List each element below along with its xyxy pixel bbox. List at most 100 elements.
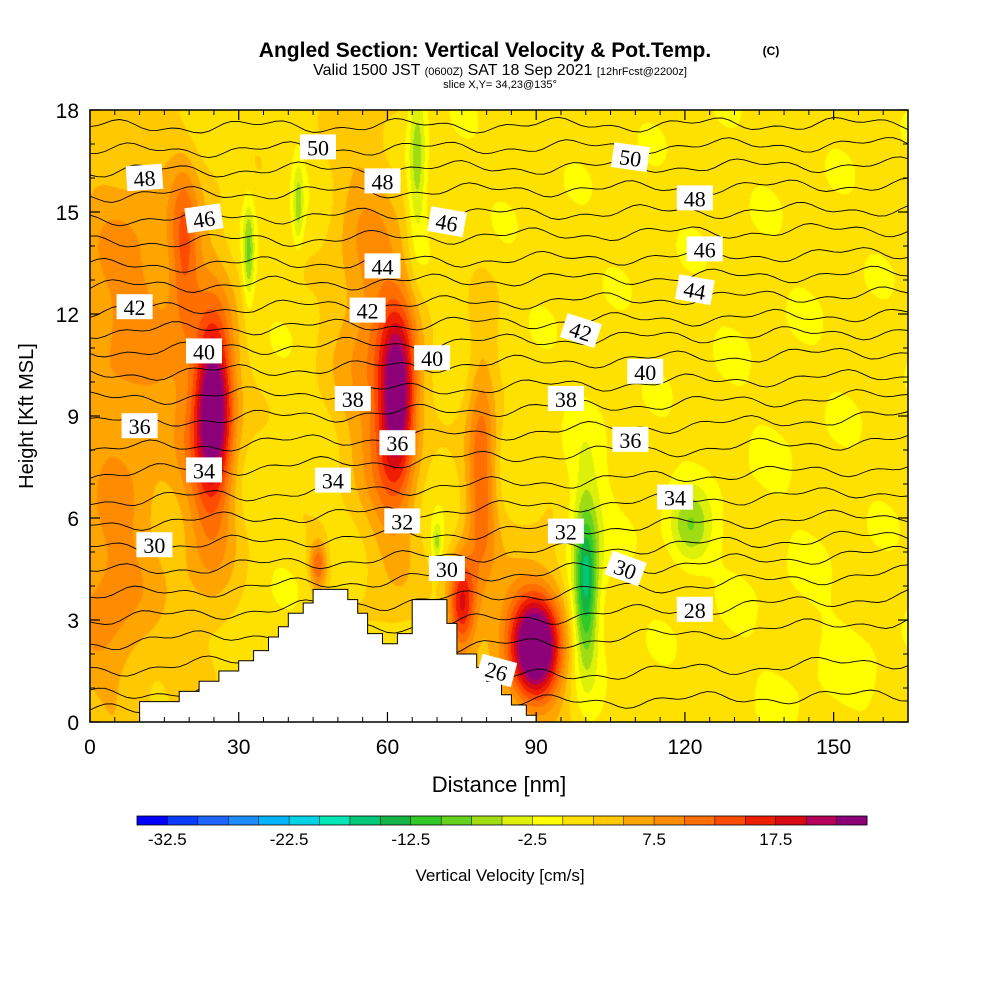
colorbar-tick-label: -22.5 <box>270 830 309 849</box>
isotherm-label-box <box>627 358 664 384</box>
colorbar-swatch <box>258 816 290 825</box>
isotherm-label-box <box>334 386 371 411</box>
isotherm-line <box>90 465 908 507</box>
colorbar-swatch <box>562 816 594 825</box>
isotherm-label: 32 <box>547 518 584 545</box>
isotherm-line <box>90 286 908 318</box>
isotherm-line <box>90 308 908 339</box>
colorbar-swatch <box>228 816 260 825</box>
isotherm-label-text: 38 <box>342 387 364 412</box>
isotherm-label-box <box>384 508 421 534</box>
isotherm-label-box <box>674 274 715 306</box>
isotherm-label-text: 34 <box>664 486 686 511</box>
isotherm-label-text: 42 <box>357 299 379 324</box>
isotherm-label-box <box>186 457 222 483</box>
isotherm-label-text: 34 <box>322 469 344 494</box>
isotherm-label: 46 <box>427 206 467 238</box>
colorbar-swatch <box>654 816 685 825</box>
isotherm-label: 42 <box>349 297 386 324</box>
isotherm-label-box <box>427 206 467 238</box>
isotherm-label-box <box>547 518 584 544</box>
colorbar-tick-label: 17.5 <box>759 830 792 849</box>
colorbar-tick-label: -32.5 <box>148 830 187 849</box>
colorbar-swatch <box>167 816 199 825</box>
isotherm-label: 42 <box>116 294 153 320</box>
isotherm-label: 50 <box>610 142 651 172</box>
isotherm-line <box>90 326 908 358</box>
x-tick-label: 120 <box>667 736 702 759</box>
colorbar-swatch <box>137 816 168 825</box>
y-tick-label: 18 <box>56 100 79 123</box>
isotherm-line <box>90 530 908 575</box>
y-tick-label: 6 <box>67 508 79 531</box>
terrain-mask <box>90 588 908 723</box>
isotherm-label-box <box>547 386 584 411</box>
colorbar-swatch <box>593 816 625 825</box>
isotherm-line <box>90 369 908 405</box>
isotherm-line <box>90 265 908 293</box>
isotherm-line <box>90 177 908 203</box>
subtitle-part: SAT 18 Sep 2021 <box>468 62 593 79</box>
isotherm-label-text: 50 <box>618 144 643 172</box>
isotherm-label-box <box>184 203 224 234</box>
x-axis-label: Distance [nm] <box>432 772 567 797</box>
isotherm-line <box>90 487 908 531</box>
isotherm-label: 36 <box>379 430 416 456</box>
isotherm-label-box <box>414 345 451 371</box>
isotherm-label-box <box>559 313 602 348</box>
isotherm-label-box <box>314 467 351 493</box>
colorbar-swatch <box>319 816 351 825</box>
colorbar-tick-label: -12.5 <box>391 830 430 849</box>
isotherm-label: 30 <box>136 532 173 558</box>
chart-subtitle: Valid 1500 JST (0600Z) SAT 18 Sep 2021 [… <box>313 62 687 79</box>
isotherm-line <box>90 411 908 452</box>
isotherm-label: 32 <box>384 508 421 534</box>
isotherm-label-text: 32 <box>555 520 577 545</box>
isotherm-contours <box>90 116 908 718</box>
isotherm-line <box>90 347 908 381</box>
isotherm-label-text: 40 <box>193 339 215 364</box>
isotherm-label: 50 <box>300 134 336 160</box>
isotherm-label-text: 48 <box>684 186 706 211</box>
isotherm-line <box>90 589 908 651</box>
isotherm-line <box>90 201 908 227</box>
y-tick-label: 3 <box>67 610 79 633</box>
isotherm-label: 30 <box>604 550 647 587</box>
colorbar-swatch <box>380 816 412 825</box>
colorbar-swatch <box>289 816 320 825</box>
isotherm-line <box>90 389 908 427</box>
isotherm-label-box <box>612 426 649 452</box>
isotherm-label: 34 <box>186 457 222 483</box>
isotherm-line <box>90 247 908 273</box>
isotherm-label: 30 <box>428 556 465 582</box>
isotherm-label: 44 <box>674 274 715 306</box>
x-axis: 0 30 60 90 120 150 <box>84 110 884 759</box>
isotherm-label: 40 <box>186 338 222 364</box>
x-tick-label: 60 <box>376 736 399 759</box>
isotherm-label-box <box>657 484 693 510</box>
isotherm-line <box>90 116 908 134</box>
isotherm-label: 34 <box>657 484 693 511</box>
isotherm-label: 46 <box>184 203 224 234</box>
isotherm-label-box <box>676 185 713 211</box>
y-axis-label: Height [Kft MSL] <box>16 343 38 489</box>
chart-title-suffix: (C) <box>763 44 780 58</box>
colorbar-swatch <box>836 816 868 825</box>
vertical-velocity-field <box>90 110 908 722</box>
isotherm-label: 40 <box>627 358 664 385</box>
isotherm-label-text: 48 <box>133 165 157 191</box>
isotherm-label-text: 40 <box>634 360 656 385</box>
x-tick-label: 150 <box>816 736 851 759</box>
isotherm-label: 26 <box>476 653 518 688</box>
isotherm-label: 48 <box>676 185 713 211</box>
isotherm-label-box <box>364 253 401 279</box>
isotherm-label-text: 40 <box>421 346 443 371</box>
isotherm-label-text: 50 <box>307 135 329 160</box>
colorbar-tick-label: 7.5 <box>642 830 666 849</box>
isotherm-line <box>90 434 908 479</box>
isotherm-label-box <box>610 142 651 172</box>
x-tick-label: 30 <box>227 736 250 759</box>
colorbar-swatch <box>714 816 746 825</box>
isotherm-label: 34 <box>314 467 351 494</box>
